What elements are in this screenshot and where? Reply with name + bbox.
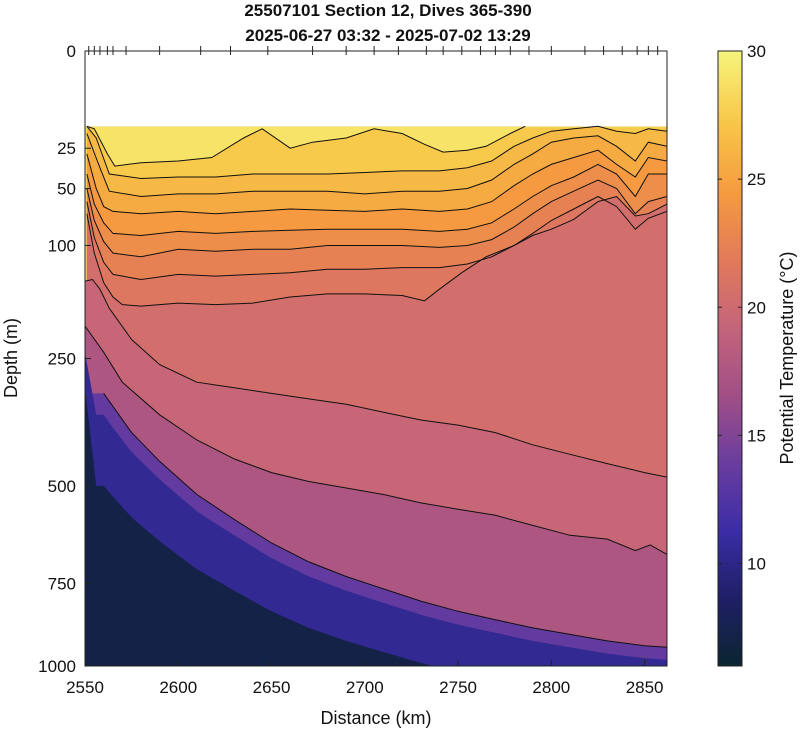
x-tick-label: 2800 — [532, 678, 570, 697]
isotherm-line-22 — [86, 195, 667, 281]
colorbar-ticks: 10 15 20 25 30 — [718, 42, 766, 574]
colorbar — [717, 50, 743, 667]
chart-subtitle: 2025-06-27 03:32 - 2025-07-02 13:29 — [245, 26, 530, 45]
colorbar-label: Potential Temperature (°C) — [777, 252, 797, 465]
isotherm-line-25 — [86, 149, 667, 215]
y-tick-label: 750 — [48, 575, 76, 594]
x-axis-label: Distance (km) — [320, 708, 431, 728]
isotherm-line-28 — [86, 125, 526, 167]
x-tick-label: 2700 — [346, 678, 384, 697]
temperature-field — [85, 51, 667, 666]
y-tick-label: 100 — [48, 236, 76, 255]
x-tick-label: 2600 — [159, 678, 197, 697]
dive-markers — [88, 46, 659, 55]
x-tick-label: 2550 — [66, 678, 104, 697]
isotherm-lines — [85, 125, 667, 648]
colorbar-tick-label: 20 — [747, 298, 766, 317]
x-tick-label: 2650 — [253, 678, 291, 697]
no-data-area — [85, 51, 667, 127]
deep-cold-band — [85, 352, 667, 666]
colorbar-tick-label: 25 — [747, 170, 766, 189]
x-tick-label: 2750 — [439, 678, 477, 697]
isotherm-line-27 — [86, 125, 667, 180]
y-tick-label: 25 — [57, 139, 76, 158]
colorbar-tick-label: 15 — [747, 426, 766, 445]
y-axis-label: Depth (m) — [1, 318, 21, 398]
colorbar-tick-label: 10 — [747, 555, 766, 574]
isotherm-line-26 — [86, 133, 667, 198]
y-tick-label: 50 — [57, 180, 76, 199]
isotherm-line-20 — [85, 278, 667, 478]
isotherm-line-23 — [86, 179, 667, 258]
chart-title: 25507101 Section 12, Dives 365-390 — [244, 1, 531, 20]
bottom-water-band — [85, 387, 434, 666]
x-tick-label: 2850 — [626, 678, 664, 697]
isotherm-line-14 — [103, 393, 667, 648]
x-axis: 2550 2600 2650 2700 2750 2800 2850 — [66, 660, 664, 697]
y-tick-label: 1000 — [38, 657, 76, 676]
y-tick-label: 500 — [48, 477, 76, 496]
isotherm-line-21 — [86, 195, 667, 307]
y-tick-label: 0 — [67, 42, 76, 61]
y-tick-label: 250 — [48, 350, 76, 369]
y-axis: 0 25 50 100 250 500 750 1000 — [38, 42, 91, 676]
isotherm-line-18 — [85, 325, 667, 555]
isotherm-line-24 — [86, 163, 667, 237]
colorbar-tick-label: 30 — [747, 42, 766, 61]
